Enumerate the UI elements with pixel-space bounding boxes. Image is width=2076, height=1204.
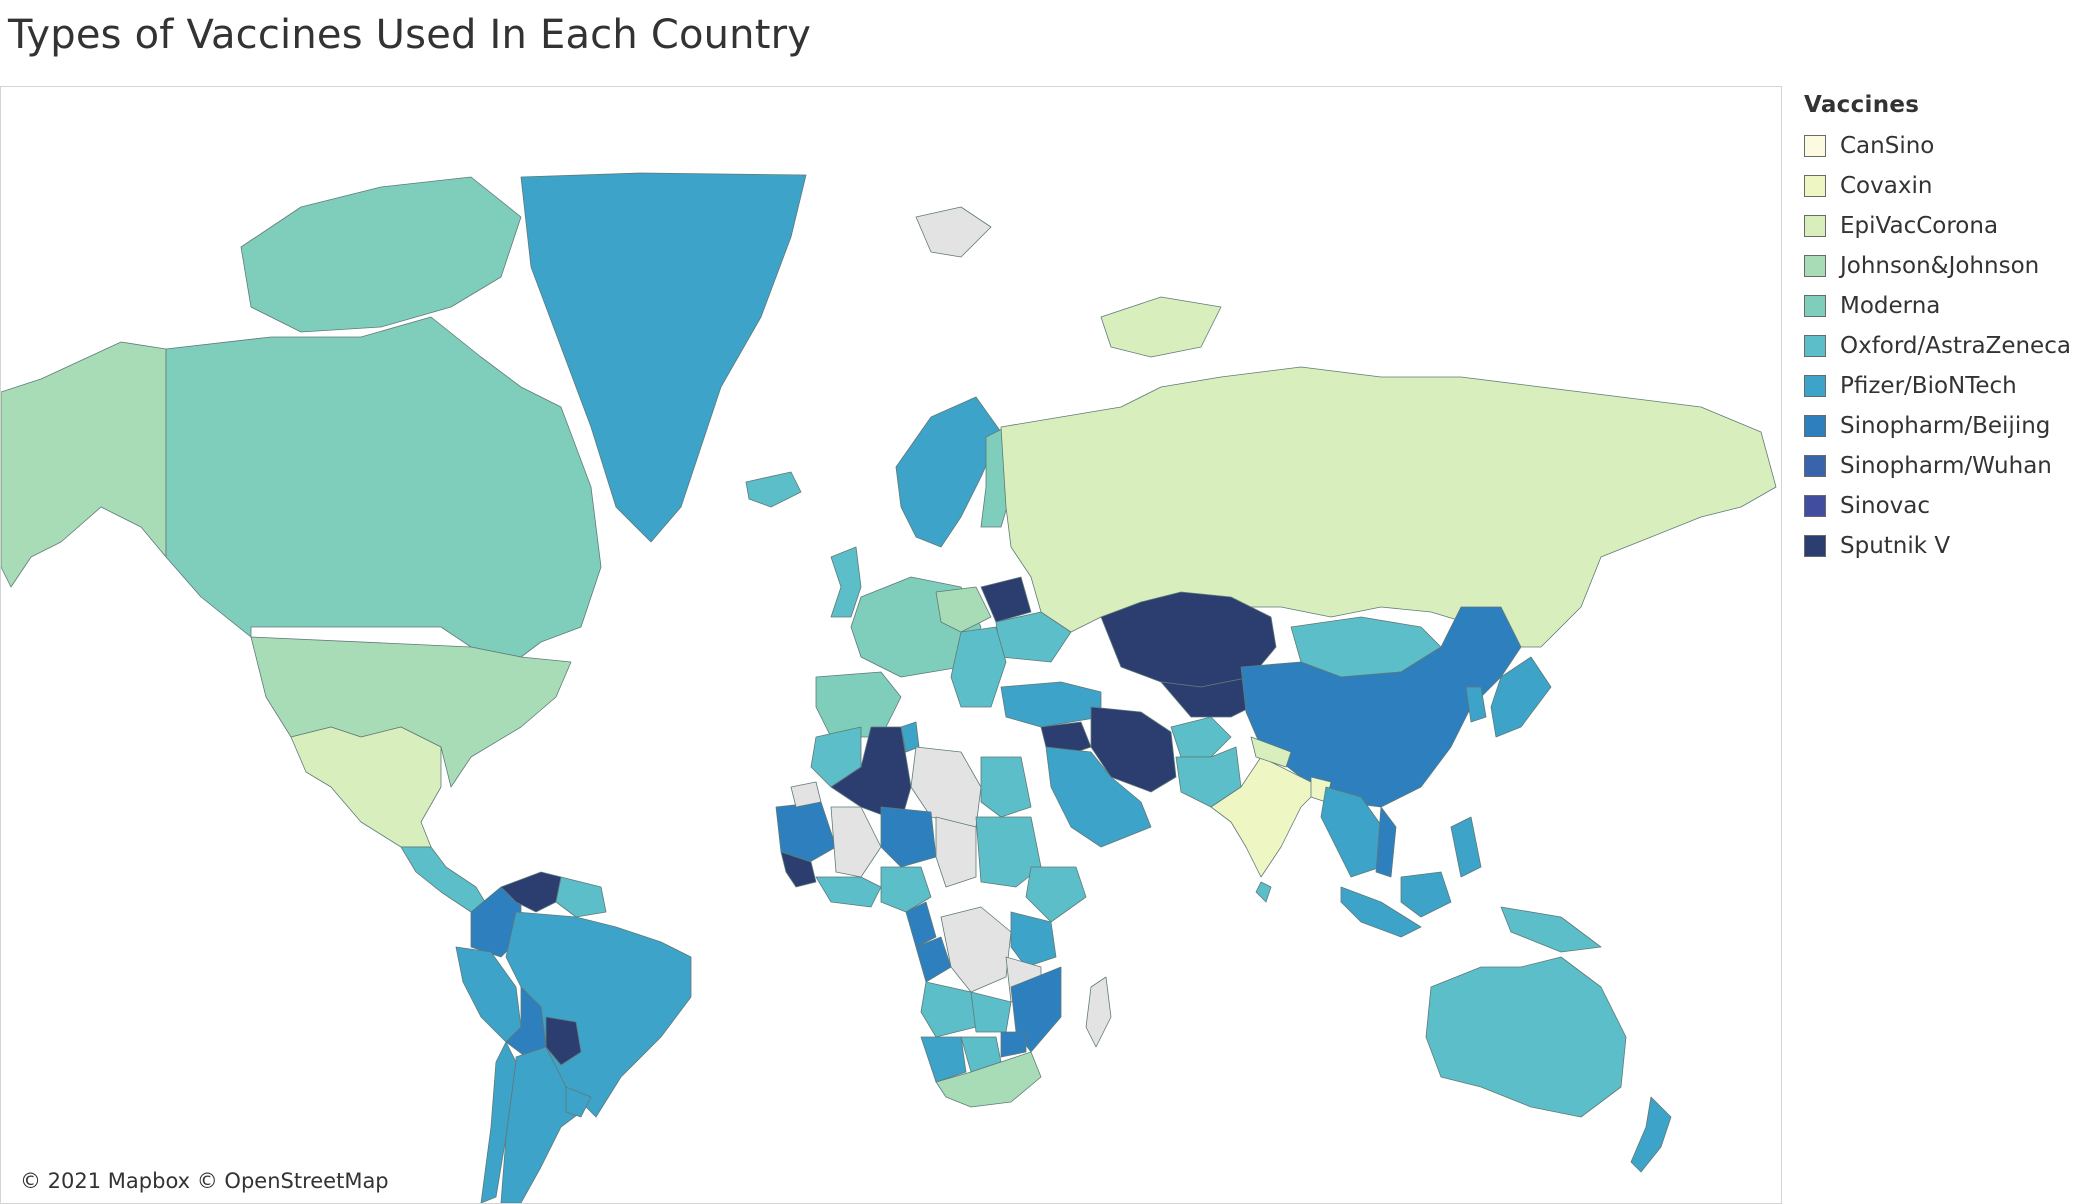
country-region-japan[interactable]: [1490, 656, 1552, 738]
country-region-borneo[interactable]: [1400, 871, 1452, 918]
legend-item[interactable]: Pfizer/BioNTech: [1804, 366, 2074, 406]
country-region-southeast-asia[interactable]: [1320, 786, 1387, 878]
country-region-alaska[interactable]: [1, 341, 167, 588]
legend-label: Sinopharm/Wuhan: [1840, 453, 2052, 479]
legend-swatch: [1804, 495, 1826, 517]
legend-label: Johnson&Johnson: [1840, 253, 2040, 279]
legend-item[interactable]: Sinopharm/Beijing: [1804, 406, 2074, 446]
legend-item[interactable]: Oxford/AstraZeneca: [1804, 326, 2074, 366]
country-region-russian-far-east[interactable]: [1100, 296, 1222, 358]
country-region-kazakhstan[interactable]: [1100, 591, 1277, 688]
country-region-zimbabwe[interactable]: [1000, 1031, 1027, 1058]
country-region-china[interactable]: [1240, 606, 1522, 808]
legend-swatch: [1804, 175, 1826, 197]
country-region-turkey[interactable]: [1000, 681, 1102, 728]
country-region-afghanistan[interactable]: [1170, 716, 1232, 758]
country-region-vietnam[interactable]: [1375, 806, 1397, 878]
country-region-iran[interactable]: [1090, 706, 1177, 793]
country-region-angola[interactable]: [920, 981, 977, 1038]
legend-label: Pfizer/BioNTech: [1840, 373, 2017, 399]
country-region-sri-lanka[interactable]: [1255, 881, 1272, 903]
country-region-new-guinea[interactable]: [1500, 906, 1602, 953]
map-canvas[interactable]: [1, 87, 1781, 1203]
country-region-scandinavia[interactable]: [895, 396, 1002, 548]
country-region-south-africa[interactable]: [935, 1051, 1042, 1108]
legend-title: Vaccines: [1804, 92, 1920, 118]
country-region-mozambique[interactable]: [1010, 966, 1062, 1053]
country-region-svalbard[interactable]: [915, 206, 992, 258]
legend-swatch: [1804, 375, 1826, 397]
country-region-canadian-arctic[interactable]: [240, 176, 522, 333]
country-region-russia[interactable]: [1000, 366, 1777, 648]
legend-item[interactable]: Johnson&Johnson: [1804, 246, 2074, 286]
country-region-sudan[interactable]: [975, 816, 1042, 888]
country-region-uruguay[interactable]: [565, 1086, 592, 1118]
country-region-central-america[interactable]: [400, 846, 492, 913]
country-region-mexico[interactable]: [290, 726, 442, 848]
legend-item[interactable]: Sinovac: [1804, 486, 2074, 526]
country-region-chad[interactable]: [935, 816, 977, 888]
country-region-argentina[interactable]: [500, 1046, 582, 1203]
legend-label: Sinopharm/Beijing: [1840, 413, 2051, 439]
country-region-dr-congo[interactable]: [940, 906, 1012, 993]
country-region-cameroon[interactable]: [905, 901, 937, 948]
legend-swatch: [1804, 135, 1826, 157]
legend-label: CanSino: [1840, 133, 1935, 159]
country-region-guianas[interactable]: [555, 876, 607, 918]
country-region-algeria[interactable]: [830, 726, 912, 823]
legend-label: Covaxin: [1840, 173, 1933, 199]
country-region-philippines[interactable]: [1450, 816, 1482, 878]
country-region-eastern-europe[interactable]: [950, 626, 1007, 708]
country-region-guinea[interactable]: [780, 851, 817, 888]
legend-item[interactable]: Sputnik V: [1804, 526, 2074, 566]
country-region-western-sahara[interactable]: [790, 781, 822, 808]
legend-label: Oxford/AstraZeneca: [1840, 333, 2071, 359]
legend-item[interactable]: Covaxin: [1804, 166, 2074, 206]
country-region-poland[interactable]: [935, 586, 992, 633]
map-attribution[interactable]: © 2021 Mapbox © OpenStreetMap: [16, 1168, 393, 1194]
country-region-madagascar[interactable]: [1085, 976, 1112, 1048]
country-region-arabia[interactable]: [1045, 746, 1152, 848]
legend-label: Sputnik V: [1840, 533, 1951, 559]
country-region-mali[interactable]: [830, 806, 882, 878]
country-region-iceland[interactable]: [745, 471, 802, 508]
legend-label: Moderna: [1840, 293, 1941, 319]
vaccines-legend: Vaccines CanSino Covaxin EpiVacCorona Johns…: [1804, 92, 2074, 566]
legend-swatch: [1804, 335, 1826, 357]
country-region-india[interactable]: [1210, 756, 1322, 878]
legend-item[interactable]: Moderna: [1804, 286, 2074, 326]
country-region-indonesia[interactable]: [1340, 886, 1422, 938]
legend-swatch: [1804, 255, 1826, 277]
country-region-west-africa-coast[interactable]: [815, 876, 882, 908]
country-region-egypt[interactable]: [980, 756, 1032, 818]
country-region-niger[interactable]: [880, 806, 937, 868]
legend-swatch: [1804, 295, 1826, 317]
legend-item[interactable]: EpiVacCorona: [1804, 206, 2074, 246]
legend-swatch: [1804, 455, 1826, 477]
legend-swatch: [1804, 535, 1826, 557]
legend-label: EpiVacCorona: [1840, 213, 1999, 239]
country-region-namibia[interactable]: [920, 1036, 967, 1083]
legend-item[interactable]: Sinopharm/Wuhan: [1804, 446, 2074, 486]
country-region-new-zealand[interactable]: [1630, 1096, 1672, 1173]
country-region-greenland[interactable]: [520, 172, 807, 543]
country-region-united-kingdom[interactable]: [830, 546, 862, 618]
country-region-paraguay[interactable]: [545, 1016, 582, 1066]
country-region-nigeria[interactable]: [880, 866, 932, 913]
legend-swatch: [1804, 215, 1826, 237]
country-region-zambia[interactable]: [970, 991, 1012, 1033]
legend-label: Sinovac: [1840, 493, 1930, 519]
country-region-korea[interactable]: [1465, 686, 1487, 723]
world-map[interactable]: [0, 86, 1782, 1204]
legend-item[interactable]: CanSino: [1804, 126, 2074, 166]
chart-title: Types of Vaccines Used In Each Country: [8, 12, 812, 58]
country-region-nepal[interactable]: [1250, 736, 1292, 768]
country-region-ethiopia[interactable]: [1025, 866, 1087, 923]
country-region-belarus[interactable]: [980, 576, 1032, 623]
country-region-canada[interactable]: [165, 316, 602, 658]
country-region-australia[interactable]: [1425, 956, 1627, 1118]
legend-swatch: [1804, 415, 1826, 437]
country-region-kenya[interactable]: [1010, 911, 1057, 968]
